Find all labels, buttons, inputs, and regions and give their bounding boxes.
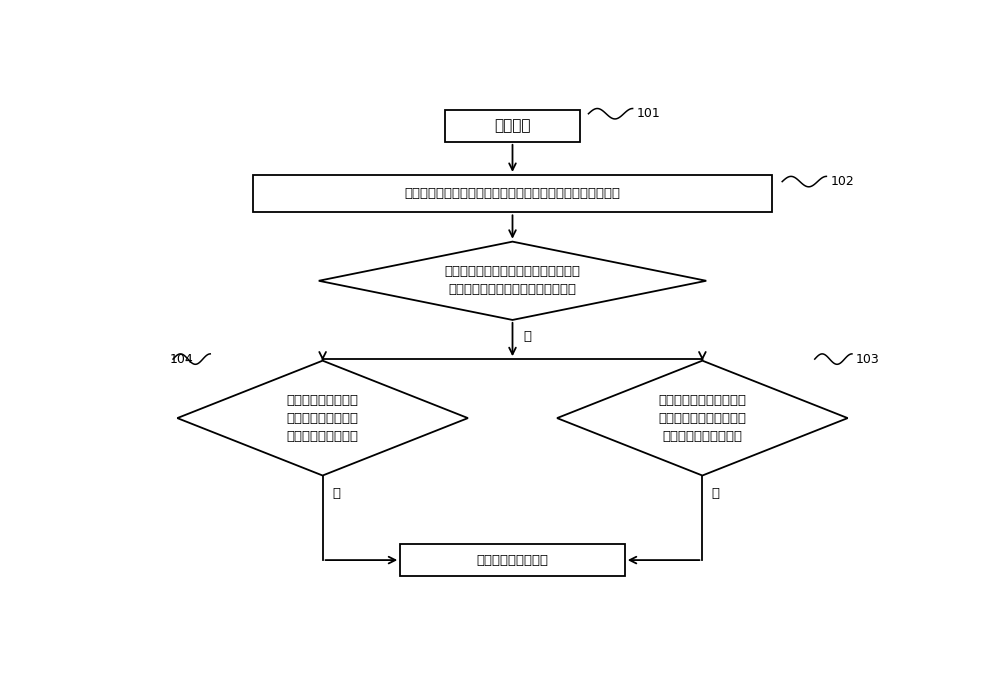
Text: 104: 104 <box>169 353 193 365</box>
Text: 否: 否 <box>523 330 531 344</box>
Polygon shape <box>177 361 468 475</box>
Text: 101: 101 <box>637 107 660 120</box>
Text: 启动电机: 启动电机 <box>494 118 531 134</box>
Text: 获取设定时间段内所述连续可变气门升程机构的气门实际升程: 获取设定时间段内所述连续可变气门升程机构的气门实际升程 <box>404 187 620 200</box>
Text: 确定电机轴发生卡滞: 确定电机轴发生卡滞 <box>477 554 548 567</box>
FancyBboxPatch shape <box>445 110 580 142</box>
FancyBboxPatch shape <box>253 175 772 212</box>
Polygon shape <box>557 361 848 475</box>
Text: 是: 是 <box>712 487 720 500</box>
FancyBboxPatch shape <box>400 544 625 576</box>
Text: 判断气门实际升程与气门
目标升程之间的气门升程
差值是否大于预设差值: 判断气门实际升程与气门 目标升程之间的气门升程 差值是否大于预设差值 <box>658 394 746 443</box>
Polygon shape <box>319 241 706 320</box>
Text: 判断气门实际升程是否等于设定时间段
内连续可变升程机构的气门目标升程: 判断气门实际升程是否等于设定时间段 内连续可变升程机构的气门目标升程 <box>444 265 580 296</box>
Text: 102: 102 <box>830 175 854 188</box>
Text: 判断气门实际升程的
气门升程实际变化率
是否小于设定变化率: 判断气门实际升程的 气门升程实际变化率 是否小于设定变化率 <box>287 394 359 443</box>
Text: 103: 103 <box>856 353 880 365</box>
Text: 是: 是 <box>332 487 340 500</box>
